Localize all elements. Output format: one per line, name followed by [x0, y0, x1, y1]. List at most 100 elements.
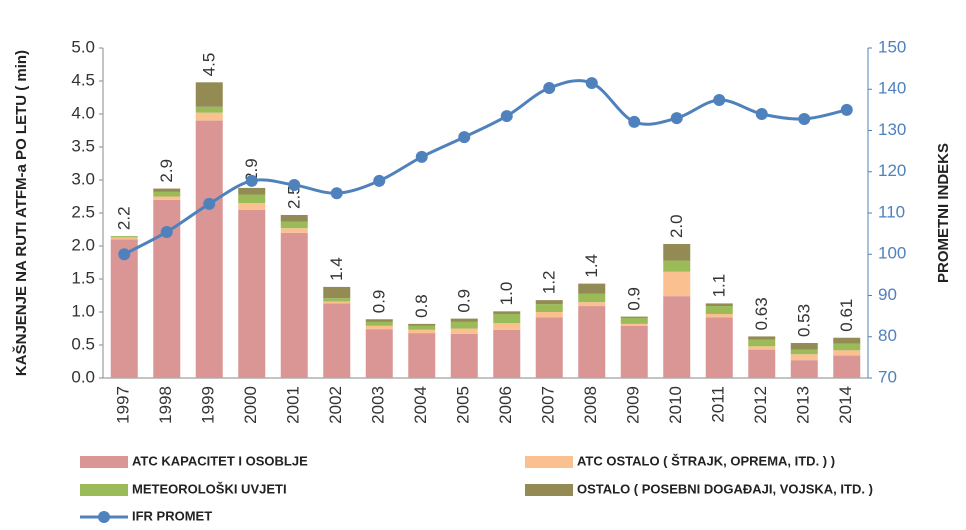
y-tick-label: 3.5 — [71, 136, 95, 155]
x-tick-label: 2007 — [539, 386, 558, 424]
x-tick-label: 2003 — [369, 386, 388, 424]
line-point — [415, 150, 428, 163]
x-tick-label: 2012 — [751, 386, 770, 424]
y-tick-label: 5.0 — [71, 37, 95, 56]
bar-segment — [450, 333, 478, 378]
bar-segment — [408, 333, 436, 378]
total-label: 1.4 — [327, 257, 346, 281]
y-tick-label: 3.0 — [71, 169, 95, 188]
bar-segment — [833, 343, 861, 351]
bar-segment — [790, 354, 818, 361]
bar-segment — [705, 306, 733, 314]
bar-segment — [195, 120, 223, 378]
total-label: 2.9 — [157, 159, 176, 183]
bar-segment — [238, 209, 266, 378]
bar-segment — [153, 191, 181, 197]
bar-segment — [365, 329, 393, 378]
bar-segment — [790, 349, 818, 355]
bar-segment — [280, 221, 308, 229]
y-tick-label: 2.0 — [71, 235, 95, 254]
y-tick-label: 1.0 — [71, 301, 95, 320]
bar-segment — [833, 355, 861, 378]
bar-segment — [493, 311, 521, 314]
bar-segment — [663, 296, 691, 378]
total-label: 2.9 — [242, 158, 261, 182]
line-point — [288, 178, 301, 191]
total-label: 0.8 — [412, 294, 431, 318]
bar-segment — [408, 329, 436, 334]
bar-segment — [323, 286, 351, 299]
bar-segment — [663, 260, 691, 272]
y2-tick-label: 150 — [878, 37, 906, 56]
line-point — [373, 174, 386, 187]
total-label: 1.4 — [582, 254, 601, 278]
x-tick-label: 2009 — [624, 386, 643, 424]
bar-segment — [238, 203, 266, 210]
total-label: 2.2 — [115, 206, 134, 230]
x-tick-label: 2002 — [326, 386, 345, 424]
x-tick-label: 1999 — [199, 386, 218, 424]
bar-segment — [408, 323, 436, 326]
x-tick-label: 2001 — [284, 386, 303, 424]
y2-tick-label: 110 — [878, 202, 905, 221]
legend-label: METEOROLOŠKI UVJETI — [132, 481, 287, 496]
y-tick-label: 2.5 — [71, 202, 95, 221]
bar-segment — [748, 339, 776, 347]
y-axis-title: KAŠNJENJE NA RUTI ATFM-a PO LETU ( min) — [12, 50, 30, 376]
bar-segment — [620, 317, 648, 324]
y2-axis-title: PROMETNI INDEKS — [935, 143, 952, 283]
line-point — [543, 82, 556, 95]
line-point — [160, 225, 173, 238]
total-label: 0.9 — [455, 289, 474, 313]
line-point — [330, 187, 343, 200]
line-point — [755, 108, 768, 120]
bar-segment — [280, 214, 308, 222]
x-tick-label: 2005 — [454, 386, 473, 424]
bar-segment — [620, 323, 648, 326]
y2-tick-label: 100 — [878, 244, 906, 263]
bar-segment — [493, 313, 521, 324]
line-point — [628, 115, 641, 128]
bar-segment — [493, 323, 521, 330]
legend-swatch — [80, 484, 128, 496]
y2-tick-label: 140 — [878, 79, 906, 98]
x-tick-label: 2008 — [581, 386, 600, 424]
bar-segment — [195, 112, 223, 121]
line-point — [500, 110, 513, 123]
bar-segment — [110, 236, 138, 238]
bar-segment — [323, 298, 351, 302]
total-label: 1.0 — [497, 282, 516, 306]
legend-swatch — [525, 484, 573, 496]
bar-segment — [110, 239, 138, 378]
bar-segment — [323, 303, 351, 378]
bar-segment — [833, 337, 861, 344]
y2-tick-label: 120 — [878, 161, 906, 180]
x-tick-label: 2004 — [411, 386, 430, 424]
total-label: 1.2 — [540, 270, 559, 294]
y-tick-label: 0.0 — [71, 367, 95, 386]
legend-marker — [98, 511, 110, 523]
x-tick-label: 2014 — [836, 386, 855, 424]
bar-segment — [535, 312, 563, 318]
bar-segment — [790, 360, 818, 378]
total-label: 0.63 — [752, 297, 771, 330]
y-tick-label: 4.0 — [71, 103, 95, 122]
bar-segment — [110, 237, 138, 240]
bar-segment — [323, 301, 351, 304]
bar-segment — [280, 232, 308, 378]
bar-segment — [578, 283, 606, 294]
bar-segment — [195, 82, 223, 107]
legend-swatch — [525, 456, 573, 468]
bar-segment — [535, 304, 563, 312]
total-label: 0.9 — [625, 287, 644, 311]
bar-segment — [705, 317, 733, 378]
y-tick-label: 4.5 — [71, 70, 95, 89]
total-label: 1.1 — [710, 274, 729, 298]
bar-segment — [748, 349, 776, 378]
bar-segment — [195, 106, 223, 113]
bar-segment — [705, 313, 733, 318]
bar-segment — [238, 187, 266, 195]
bar-segment — [365, 321, 393, 326]
x-tick-label: 2000 — [241, 386, 260, 424]
